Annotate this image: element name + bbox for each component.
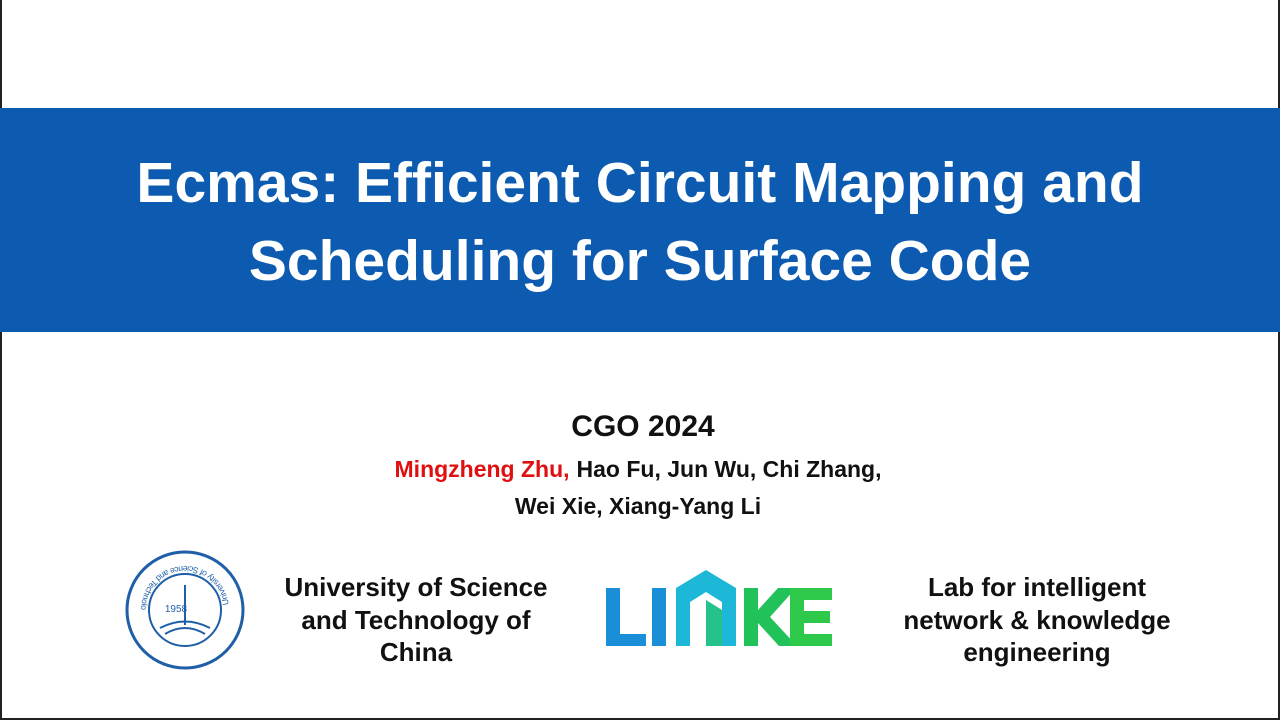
affiliation: and Technology of: [301, 605, 531, 635]
logo-shape: [652, 588, 666, 646]
affiliation: University of Science: [285, 572, 548, 602]
logo-shape: [790, 588, 832, 646]
logo-shape: [706, 600, 722, 646]
logo-shape: [744, 588, 797, 646]
affiliation: network & knowledge: [903, 605, 1170, 635]
title-line: Scheduling for Surface Code: [249, 229, 1031, 293]
title-line: Ecmas: Efficient Circuit Mapping and: [136, 151, 1143, 215]
seal-inner: [148, 573, 222, 647]
author-line: Wei Xie, Xiang-Yang Li: [515, 493, 761, 519]
logo-shape: [606, 588, 646, 646]
venue: CGO 2024: [571, 410, 715, 443]
seal-emblem: [159, 585, 211, 635]
title-band: [0, 108, 1280, 332]
seal-year: 1958: [165, 604, 188, 615]
author-line: Mingzheng Zhu, Hao Fu, Jun Wu, Chi Zhang,: [395, 456, 882, 482]
affiliation: engineering: [963, 637, 1110, 667]
linke-logo: [606, 570, 832, 646]
logo-shape: [676, 570, 736, 646]
affiliation: Lab for intelligent: [928, 572, 1146, 602]
first-author: Mingzheng Zhu,: [395, 456, 570, 482]
authors: Hao Fu, Jun Wu, Chi Zhang,: [577, 456, 882, 482]
affiliation: China: [380, 637, 453, 667]
